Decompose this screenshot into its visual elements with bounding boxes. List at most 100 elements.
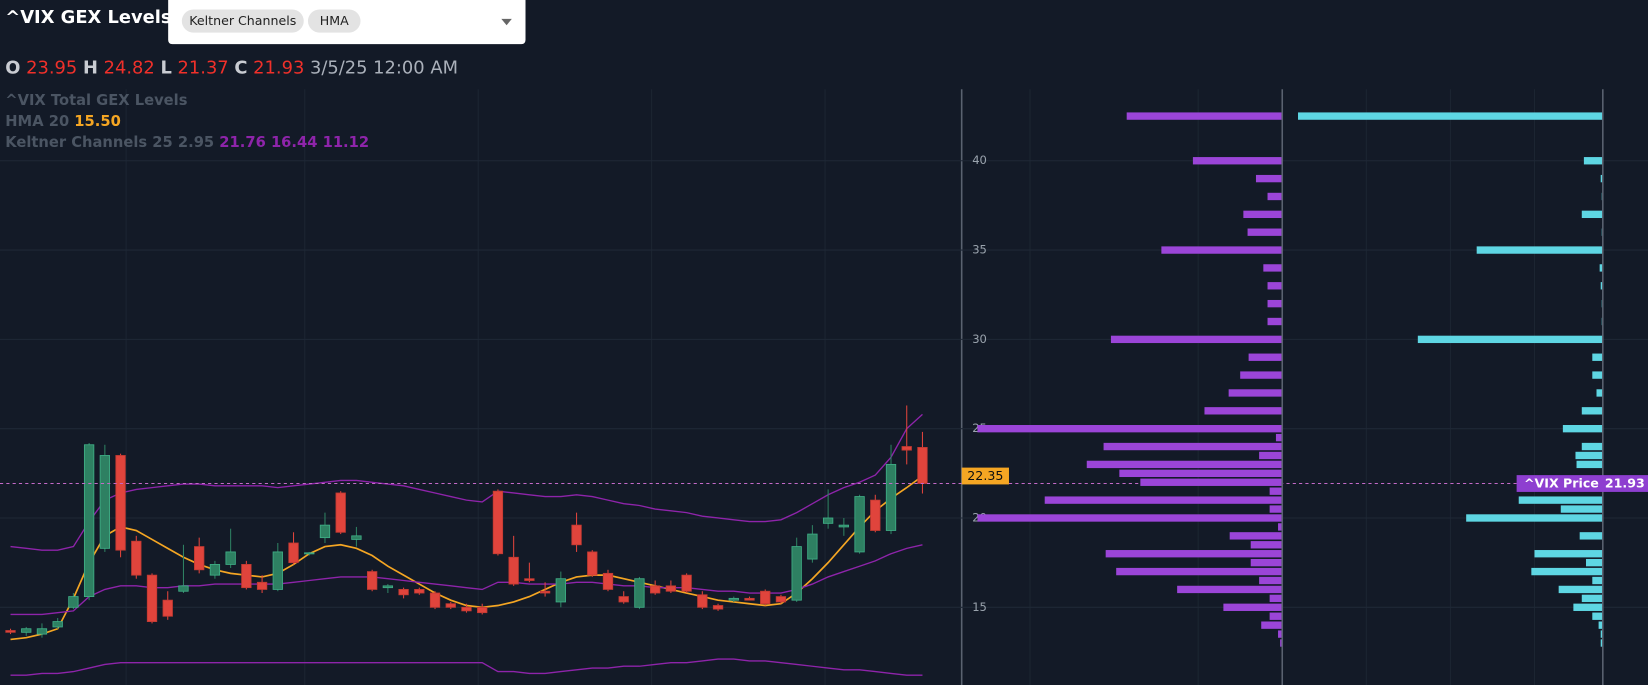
gex-call-bar: [1599, 264, 1603, 272]
ohlc-value: 21.93: [253, 57, 304, 78]
candle-body: [256, 581, 268, 590]
gex-put-bar: [1263, 264, 1283, 272]
candle-body: [885, 463, 897, 531]
gex-put-bar: [1247, 228, 1283, 236]
candle-body: [5, 630, 16, 633]
gex-call-bar: [1598, 621, 1603, 629]
chip[interactable]: [307, 9, 361, 33]
legend-text: 20: [49, 113, 69, 130]
candle-body: [52, 621, 63, 628]
legend-hma: HMA 20 15.50: [5, 113, 121, 130]
y-tick-label: 40: [972, 153, 987, 167]
candle-body: [838, 524, 849, 528]
gex-call-bar: [1531, 567, 1603, 576]
page-title: ^VIX GEX Levels: [5, 7, 171, 28]
y-tick-label: 35: [972, 243, 987, 257]
gex-put-bar: [1250, 541, 1283, 549]
y-tick-label: 30: [972, 332, 987, 346]
gex-put-bar: [1161, 246, 1283, 254]
legend-text: 2.95: [178, 134, 214, 151]
candle-body: [461, 606, 472, 612]
candle-body: [83, 444, 95, 598]
candle-body: [571, 524, 582, 546]
candle-body: [555, 578, 566, 603]
gex-put-bar: [1126, 112, 1283, 120]
candle-body: [335, 492, 346, 533]
gex-call-bar: [1581, 594, 1603, 603]
gex-put-bar: [977, 425, 1283, 433]
candle-body: [319, 524, 331, 539]
gex-call-bar: [1592, 371, 1603, 379]
gex-call-bar: [1585, 558, 1603, 567]
gex-put-bar: [1243, 210, 1283, 219]
gex-call-bar: [1560, 505, 1603, 513]
gex-put-bar: [1177, 585, 1283, 594]
gex-put-bar: [1280, 639, 1283, 647]
price-tag-label: ^VIX Price: [1524, 476, 1599, 491]
candle-body: [21, 628, 32, 633]
candle-body: [618, 596, 629, 603]
gex-call-bar: [1562, 425, 1603, 433]
gex-put-bar: [1267, 299, 1283, 308]
gex-call-bar: [1298, 112, 1603, 120]
gex-call-bar: [1518, 496, 1603, 504]
candle-body: [36, 628, 48, 635]
legend-text: 25: [152, 134, 172, 151]
legend-value: 16.44: [271, 134, 318, 151]
legend-text: HMA: [5, 113, 44, 130]
gex-put-bar: [1278, 523, 1283, 531]
gex-call-bar: [1558, 585, 1603, 594]
gex-call-bar: [1592, 612, 1603, 620]
ohlc-key: O: [5, 57, 20, 78]
candle-body: [288, 542, 299, 564]
legend-text: Keltner Channels: [5, 134, 147, 151]
gex-put-bar: [1086, 460, 1283, 469]
gex-put-bar: [1267, 192, 1283, 201]
dropdown-arrow[interactable]: [501, 18, 512, 26]
gex-call-bar: [1583, 157, 1603, 165]
ohlc-value: 23.95: [26, 57, 77, 78]
gex-put-bar: [1229, 532, 1283, 540]
ohlc-value: 24.82: [104, 57, 155, 78]
candle-body: [351, 535, 362, 540]
gex-call-bar: [1579, 532, 1603, 540]
legend-value: 21.76: [219, 134, 266, 151]
gex-put-bar: [1255, 174, 1283, 183]
gex-call-bar: [1581, 210, 1603, 219]
candle-body: [225, 551, 236, 565]
candle-body: [366, 571, 378, 590]
indicator-select[interactable]: Keltner Channels HMA: [168, 0, 526, 45]
candle-body: [209, 564, 221, 576]
candle-body: [272, 551, 283, 590]
gex-put-bar: [1103, 442, 1283, 451]
gex-call-bar: [1600, 282, 1603, 290]
gex-put-bar: [1116, 567, 1283, 576]
gex-put-bar: [977, 514, 1283, 522]
gex-put-bar: [1269, 505, 1283, 513]
candle-body: [414, 589, 425, 594]
gex-put-bar: [1228, 389, 1283, 397]
gex-put-bar: [1269, 612, 1283, 620]
gex-call-bar: [1466, 514, 1603, 522]
candle-body: [398, 589, 409, 596]
plot-layer: 15 20 25 30 35 40: [0, 89, 1648, 685]
candle-body: [524, 578, 535, 581]
price-tag: [1516, 475, 1648, 492]
candle-body: [99, 455, 110, 549]
hma-tag: [961, 467, 1009, 485]
candle-body: [728, 597, 739, 601]
candle-body: [665, 585, 677, 592]
gex-put-bar: [1275, 433, 1283, 442]
candle-body: [587, 551, 598, 576]
candle-body: [508, 556, 519, 585]
candle-body: [539, 590, 551, 594]
ohlc-value: 21.37: [178, 57, 229, 78]
candle-body: [194, 546, 205, 571]
gex-call-bar: [1600, 639, 1603, 647]
gex-call-bar: [1534, 550, 1603, 558]
candle-body: [146, 574, 158, 623]
candle-body: [477, 606, 488, 614]
chip[interactable]: [181, 9, 304, 33]
candle-body: [162, 599, 173, 617]
